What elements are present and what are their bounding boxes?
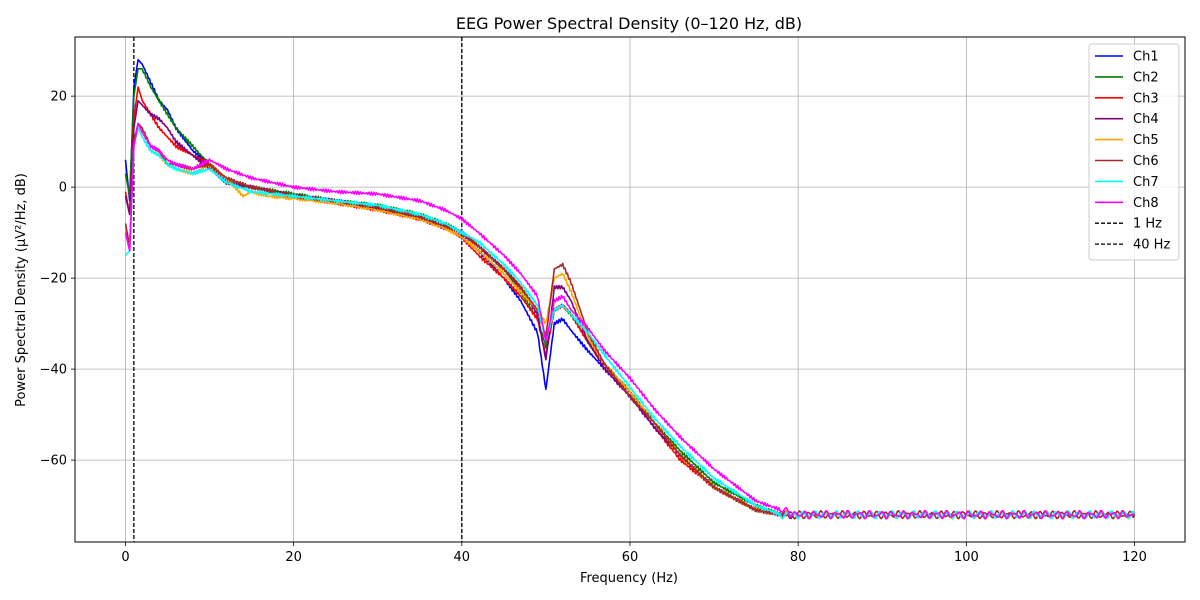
x-axis-ticks: 0 20 40 60 80 100 120 <box>121 542 1147 565</box>
x-tick-label: 100 <box>954 550 979 565</box>
legend-label: Ch3 <box>1133 91 1159 106</box>
x-tick-label: 40 <box>454 550 471 565</box>
series-line-ch7 <box>124 127 1136 520</box>
legend-label: 40 Hz <box>1133 238 1170 253</box>
legend-label: Ch4 <box>1133 112 1159 127</box>
series-line-ch6 <box>124 122 1136 520</box>
legend-label: Ch8 <box>1133 196 1159 211</box>
legend-label: Ch2 <box>1133 70 1159 85</box>
legend-label: 1 Hz <box>1133 217 1162 232</box>
legend-label: Ch7 <box>1133 175 1159 190</box>
x-tick-label: 80 <box>790 550 807 565</box>
legend-label: Ch1 <box>1133 50 1159 65</box>
reference-lines <box>133 37 463 542</box>
y-axis-label: Power Spectral Density (µV²/Hz, dB) <box>14 173 29 407</box>
y-tick-label: −60 <box>40 454 67 469</box>
legend-label: Ch5 <box>1133 133 1159 148</box>
y-tick-label: 20 <box>50 90 67 105</box>
y-tick-label: 0 <box>59 181 67 196</box>
series-lines <box>124 58 1136 520</box>
x-axis-label: Frequency (Hz) <box>580 571 678 586</box>
y-tick-label: −40 <box>40 363 67 378</box>
chart-title: EEG Power Spectral Density (0–120 Hz, dB… <box>456 14 802 33</box>
x-tick-label: 120 <box>1122 550 1147 565</box>
series-line-ch8 <box>124 122 1135 520</box>
legend-label: Ch6 <box>1133 154 1159 169</box>
x-tick-label: 0 <box>121 550 129 565</box>
grid <box>75 37 1185 542</box>
x-tick-label: 20 <box>285 550 302 565</box>
legend: Ch1 Ch2 Ch3 Ch4 Ch5 Ch6 Ch7 Ch8 1 Hz 40 Hz <box>1088 43 1180 261</box>
y-axis-ticks: −60 −40 −20 0 20 <box>40 90 75 469</box>
y-tick-label: −20 <box>40 272 67 287</box>
x-tick-label: 60 <box>622 550 639 565</box>
